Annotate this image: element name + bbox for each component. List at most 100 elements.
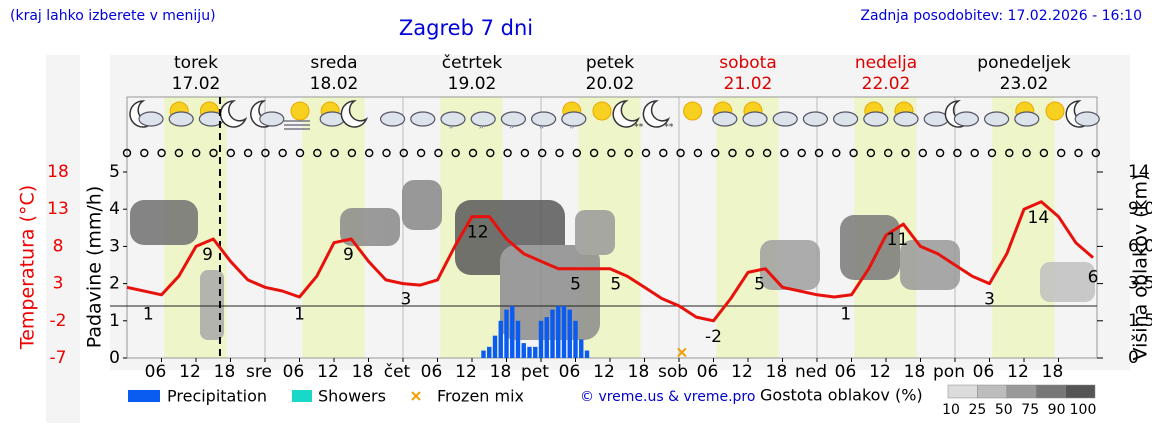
- wind-calm: [191, 148, 201, 158]
- day-date: 22.02: [862, 74, 911, 94]
- x-tick-label: 06: [835, 362, 857, 382]
- cloud-legend-swatch: [1006, 384, 1037, 399]
- x-tick-label: čet: [384, 362, 411, 382]
- temperature-label: 12: [467, 223, 489, 243]
- precipitation-bar: [561, 305, 567, 358]
- precipitation-bar: [498, 320, 503, 358]
- legend-item: Precipitation: [128, 387, 267, 406]
- weather-icon: [802, 111, 829, 127]
- cloud: [712, 111, 738, 127]
- cloud: [772, 111, 798, 127]
- wind-calm: [901, 148, 910, 158]
- y-axis-title: Padavine (mm/h): [84, 186, 106, 349]
- weather-icon: **: [642, 100, 674, 133]
- sun: [290, 101, 310, 121]
- cloud-legend-title: Gostota oblakov (%): [760, 386, 923, 405]
- temperature-label: 11: [887, 230, 909, 250]
- cloud-blob: [500, 245, 600, 340]
- daylight-band: [716, 97, 779, 358]
- x-tick-label: 12: [317, 362, 339, 382]
- temperature-label: 6: [1088, 267, 1099, 287]
- wind-calm: [745, 148, 754, 158]
- cloud: [440, 111, 466, 127]
- day-name: petek: [586, 53, 634, 73]
- cloud: [802, 111, 829, 127]
- day-name: torek: [174, 53, 218, 73]
- precipitation-bar: [527, 346, 532, 358]
- x-tick-label: pet: [521, 362, 549, 382]
- weather-icon: [863, 101, 889, 127]
- cloud-blob: [402, 180, 442, 230]
- wind-calm: [814, 148, 824, 158]
- weather-icon: [284, 101, 310, 130]
- wind-calm: [209, 148, 218, 158]
- day-date: 19.02: [448, 74, 497, 94]
- weather-icon: [592, 101, 612, 121]
- x-tick-label: 18: [904, 362, 926, 382]
- wind-calm: [538, 148, 547, 158]
- y-tick-label: 0: [109, 348, 120, 368]
- x-tick-label: 12: [731, 362, 753, 382]
- wind-calm: [486, 148, 495, 158]
- wind-calm: [953, 148, 962, 158]
- x-tick-label: 18: [628, 362, 650, 382]
- wind-calm: [313, 148, 322, 158]
- cloud: [832, 111, 859, 127]
- cloud: [259, 111, 285, 127]
- x-tick-label: 18: [214, 362, 236, 382]
- moon: [340, 100, 369, 128]
- cloud: [380, 111, 406, 127]
- cloud: [168, 111, 194, 127]
- weather-icon: [1045, 101, 1065, 121]
- precipitation-bar: [504, 309, 509, 358]
- wind-calm: [918, 148, 927, 158]
- weather-icon: [250, 100, 285, 128]
- wind-calm: [347, 148, 357, 158]
- temperature-line: [126, 200, 1094, 323]
- legend-item: Showers: [292, 387, 386, 406]
- y-tick-label: 1: [109, 311, 120, 331]
- y2-tick-label: 1.5: [1128, 311, 1152, 331]
- temperature-label: 1: [840, 304, 851, 324]
- y-tick-label: 5: [109, 162, 120, 182]
- credit: © vreme.us & vreme.pro: [580, 389, 755, 405]
- weather-icon: [742, 101, 768, 127]
- weather-icon: [983, 111, 1010, 127]
- wind-calm: [832, 148, 841, 158]
- cloud-blob: [1040, 262, 1095, 302]
- weather-icon: [832, 111, 859, 127]
- day-name: sobota: [719, 53, 777, 73]
- wind-calm: [607, 148, 616, 158]
- cloud: [470, 111, 496, 127]
- wind-calm: [503, 148, 512, 158]
- cloud-legend-level: 10: [942, 402, 960, 418]
- cloud-legend-level: 25: [968, 402, 986, 418]
- frozen-mix-mark: [677, 347, 687, 358]
- weather-icon: [219, 100, 248, 128]
- cloud-legend-level: 50: [995, 402, 1013, 418]
- cloud: [319, 111, 345, 127]
- precipitation-bar: [550, 309, 555, 358]
- y-tick-label: 4: [109, 199, 120, 219]
- weather-icon: [1065, 100, 1100, 128]
- cloud-legend-swatch: [1065, 384, 1096, 399]
- update-time: Zadnja posodobitev: 17.02.2026 - 16:10: [860, 8, 1142, 24]
- cloud-blob: [575, 210, 615, 255]
- temperature-label: 9: [202, 245, 213, 265]
- temperature-label: 3: [400, 290, 411, 310]
- cloud-blob: [340, 208, 400, 246]
- x-tick-label: 06: [973, 362, 995, 382]
- wind-calm: [226, 148, 236, 158]
- y2-tick-label: 6.0: [1128, 236, 1152, 256]
- cloud: [983, 111, 1010, 127]
- precipitation-bar: [492, 335, 498, 358]
- temperature-label: 9: [343, 245, 354, 265]
- weather-icon: [772, 111, 798, 127]
- weather-icon: [683, 101, 703, 121]
- precipitation-bar: [510, 305, 515, 358]
- day-name: ponedeljek: [977, 53, 1071, 73]
- weather-icon: [340, 100, 369, 128]
- weather-icon: [923, 111, 949, 127]
- temperature-label: -2: [705, 327, 722, 347]
- cloud: [1074, 111, 1100, 127]
